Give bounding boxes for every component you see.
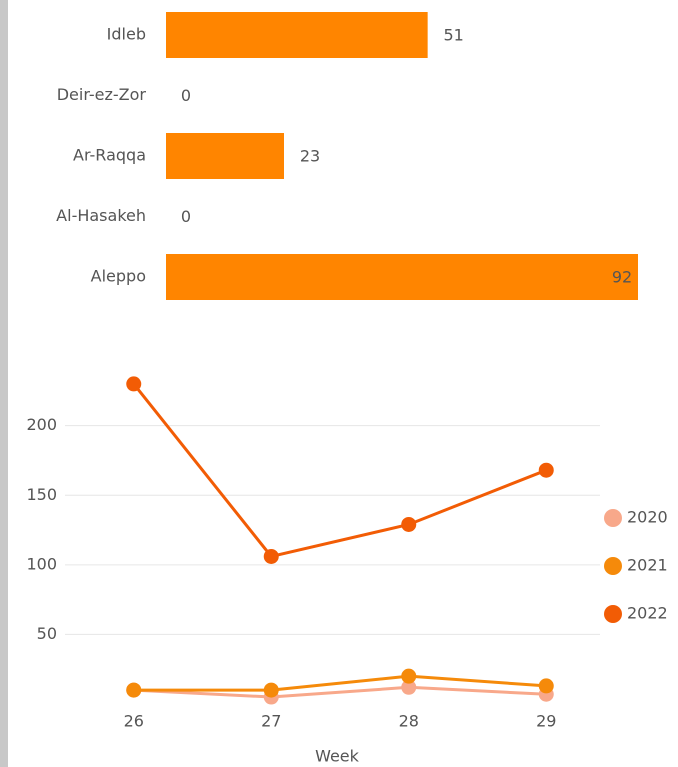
x-tick-label: 28 <box>399 712 419 731</box>
legend-label: 2022 <box>627 604 668 623</box>
value-label: 92 <box>612 268 632 287</box>
legend-swatch <box>604 605 622 623</box>
y-tick-label: 200 <box>26 415 57 434</box>
data-point <box>126 682 142 698</box>
x-axis-label: Week <box>315 747 360 766</box>
category-label: Deir-ez-Zor <box>57 85 147 104</box>
x-tick-label: 27 <box>261 712 281 731</box>
data-point <box>538 678 554 694</box>
series-line <box>132 382 547 559</box>
value-label: 0 <box>181 86 191 105</box>
category-label: Idleb <box>107 25 146 44</box>
legend-label: 2020 <box>627 508 668 527</box>
category-label: Aleppo <box>91 267 146 286</box>
value-label: 51 <box>443 26 463 45</box>
category-label: Al-Hasakeh <box>56 206 146 225</box>
data-point <box>401 516 417 532</box>
series-line <box>133 685 547 699</box>
series-line <box>133 674 547 692</box>
legend-label: 2021 <box>627 556 668 575</box>
value-label: 0 <box>181 207 191 226</box>
value-label: 23 <box>300 147 320 166</box>
legend-swatch <box>604 557 622 575</box>
x-tick-label: 29 <box>536 712 556 731</box>
data-point <box>263 548 279 564</box>
data-point <box>126 376 142 392</box>
bar <box>166 133 284 179</box>
y-tick-label: 150 <box>26 485 57 504</box>
data-point <box>538 462 554 478</box>
category-label: Ar-Raqqa <box>73 146 146 165</box>
data-point <box>263 682 279 698</box>
data-point <box>401 679 417 695</box>
data-point <box>401 668 417 684</box>
y-tick-label: 100 <box>26 554 57 573</box>
bar <box>166 12 428 58</box>
side-bar <box>0 0 8 767</box>
y-tick-label: 50 <box>37 624 57 643</box>
legend-swatch <box>604 509 622 527</box>
bar <box>166 254 638 300</box>
x-tick-label: 26 <box>124 712 144 731</box>
